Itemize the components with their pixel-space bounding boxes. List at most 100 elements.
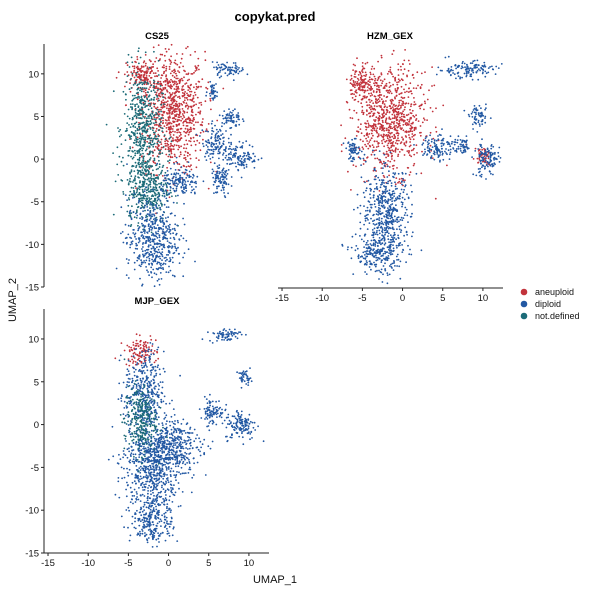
point-aneuploid	[483, 155, 486, 158]
point-diploid	[212, 176, 215, 179]
point-aneuploid	[429, 144, 432, 147]
point-aneuploid	[357, 118, 360, 121]
point-aneuploid	[435, 130, 438, 133]
point-diploid	[156, 262, 159, 265]
point-diploid	[158, 283, 161, 286]
point-diploid	[171, 228, 174, 230]
point-diploid	[218, 137, 221, 140]
point-not-defined	[146, 145, 149, 148]
point-aneuploid	[178, 135, 181, 137]
point-diploid	[351, 235, 354, 238]
point-not-defined	[130, 170, 133, 173]
point-diploid	[177, 172, 180, 175]
point-diploid	[160, 278, 163, 280]
point-not-defined	[130, 87, 133, 89]
point-aneuploid	[404, 123, 407, 126]
point-aneuploid	[138, 73, 141, 76]
point-aneuploid	[133, 65, 136, 68]
point-diploid	[480, 162, 482, 165]
point-diploid	[482, 158, 484, 160]
point-aneuploid	[175, 85, 178, 88]
point-aneuploid	[144, 79, 147, 81]
point-diploid	[227, 153, 230, 156]
point-diploid	[459, 76, 462, 79]
point-aneuploid	[146, 68, 149, 70]
point-diploid	[158, 236, 161, 239]
point-aneuploid	[393, 103, 395, 106]
point-not-defined	[158, 118, 161, 120]
point-aneuploid	[183, 154, 186, 157]
point-diploid	[169, 223, 171, 226]
point-diploid	[402, 217, 405, 220]
point-aneuploid	[176, 108, 179, 110]
point-diploid	[222, 137, 224, 139]
point-aneuploid	[198, 102, 201, 104]
point-diploid	[398, 225, 401, 228]
point-aneuploid	[403, 142, 406, 145]
point-diploid	[237, 169, 240, 172]
point-diploid	[483, 64, 486, 67]
point-not-defined	[132, 150, 134, 153]
point-aneuploid	[178, 95, 181, 98]
point-diploid	[354, 249, 357, 252]
point-diploid	[381, 234, 384, 237]
point-diploid	[377, 212, 380, 214]
point-diploid	[212, 150, 215, 153]
point-not-defined	[132, 125, 135, 128]
point-aneuploid	[377, 101, 380, 103]
point-diploid	[391, 267, 393, 269]
point-diploid	[228, 145, 231, 148]
point-aneuploid	[398, 101, 401, 104]
point-diploid	[144, 252, 147, 255]
point-diploid	[386, 246, 389, 249]
point-aneuploid	[189, 54, 192, 56]
point-aneuploid	[146, 71, 149, 74]
point-not-defined	[141, 197, 144, 200]
point-aneuploid	[402, 102, 405, 105]
point-aneuploid	[389, 104, 391, 107]
point-diploid	[222, 154, 224, 156]
point-aneuploid	[191, 114, 194, 117]
point-not-defined	[118, 130, 120, 133]
point-diploid	[360, 260, 363, 263]
point-aneuploid	[165, 67, 168, 70]
point-diploid	[381, 172, 384, 175]
point-not-defined	[160, 103, 163, 106]
point-diploid	[367, 200, 370, 203]
point-aneuploid	[164, 86, 166, 89]
point-aneuploid	[135, 61, 137, 64]
point-aneuploid	[380, 134, 382, 137]
point-diploid	[148, 227, 151, 230]
point-aneuploid	[200, 85, 202, 88]
cluster-aneuploid	[115, 43, 225, 234]
point-diploid	[183, 188, 185, 191]
point-aneuploid	[141, 66, 143, 68]
point-diploid	[411, 212, 413, 215]
point-diploid	[393, 231, 396, 234]
point-not-defined	[133, 189, 135, 192]
point-diploid	[403, 181, 406, 183]
point-aneuploid	[372, 124, 375, 127]
point-diploid	[211, 152, 213, 155]
y-tick-label: -15	[25, 283, 39, 294]
point-diploid	[394, 172, 397, 175]
point-aneuploid	[373, 140, 376, 143]
point-diploid	[232, 69, 234, 72]
point-diploid	[365, 250, 368, 253]
point-diploid	[151, 264, 154, 266]
point-not-defined	[152, 143, 155, 146]
point-not-defined	[153, 179, 156, 182]
point-aneuploid	[210, 108, 212, 111]
point-aneuploid	[176, 103, 179, 106]
point-diploid	[228, 158, 230, 161]
point-diploid	[232, 62, 235, 64]
point-diploid	[484, 65, 487, 68]
point-diploid	[219, 171, 222, 174]
point-not-defined	[158, 110, 160, 113]
point-not-defined	[145, 191, 148, 194]
point-aneuploid	[377, 134, 380, 137]
point-diploid	[405, 208, 408, 211]
point-aneuploid	[370, 68, 373, 70]
point-aneuploid	[141, 133, 144, 135]
point-diploid	[481, 72, 484, 75]
